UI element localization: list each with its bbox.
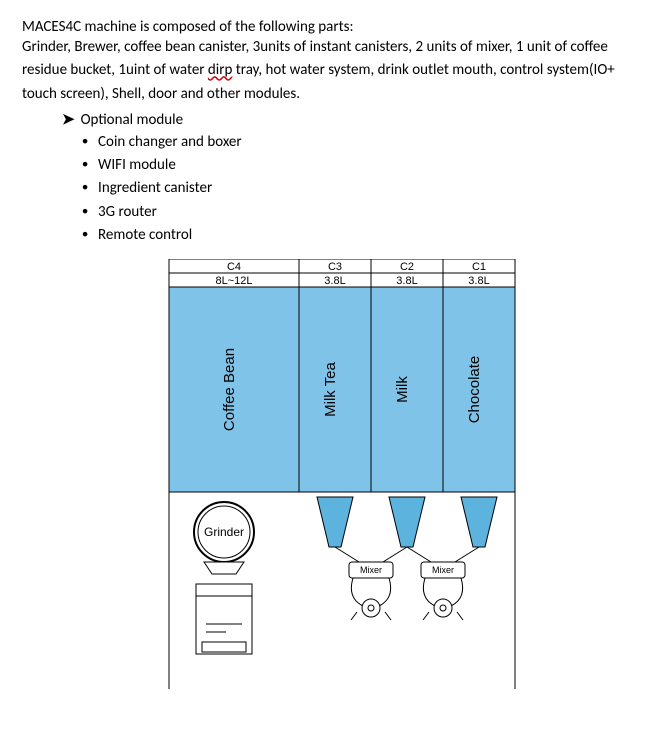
svg-text:3.8L: 3.8L <box>468 275 489 287</box>
svg-text:C4: C4 <box>227 261 241 273</box>
svg-text:Coffee Bean: Coffee Bean <box>221 348 238 431</box>
list-item: WIFI module <box>82 154 628 177</box>
svg-text:C1: C1 <box>472 261 486 273</box>
optional-heading: ➤ Optional module <box>22 110 628 129</box>
svg-text:Mixer: Mixer <box>360 565 382 575</box>
svg-text:Grinder: Grinder <box>204 525 244 539</box>
svg-text:3.8L: 3.8L <box>396 275 417 287</box>
list-item: Ingredient canister <box>82 177 628 200</box>
svg-text:C2: C2 <box>400 261 414 273</box>
spellcheck-word: dirp <box>208 61 232 79</box>
intro-title: MACES4C machine is composed of the follo… <box>22 18 628 36</box>
svg-text:C3: C3 <box>328 261 342 273</box>
intro-body: Grinder, Brewer, coffee bean canister, 3… <box>22 36 628 106</box>
svg-text:Milk Tea: Milk Tea <box>322 361 339 416</box>
list-item: Coin changer and boxer <box>82 131 628 154</box>
machine-diagram: C4 8L~12L Coffee Bean C3 3.8L Milk Tea C2 3.8L M… <box>152 259 532 689</box>
svg-text:Mixer: Mixer <box>432 565 454 575</box>
list-item: 3G router <box>82 201 628 224</box>
optional-list: Coin changer and boxer WIFI module Ingre… <box>82 131 628 247</box>
svg-text:3.8L: 3.8L <box>324 275 345 287</box>
optional-heading-text: Optional module <box>81 111 183 129</box>
svg-text:8L~12L: 8L~12L <box>215 275 252 287</box>
arrow-icon: ➤ <box>62 111 75 129</box>
svg-text:Chocolate: Chocolate <box>466 356 483 424</box>
list-item: Remote control <box>82 224 628 247</box>
svg-text:Milk: Milk <box>394 376 411 403</box>
